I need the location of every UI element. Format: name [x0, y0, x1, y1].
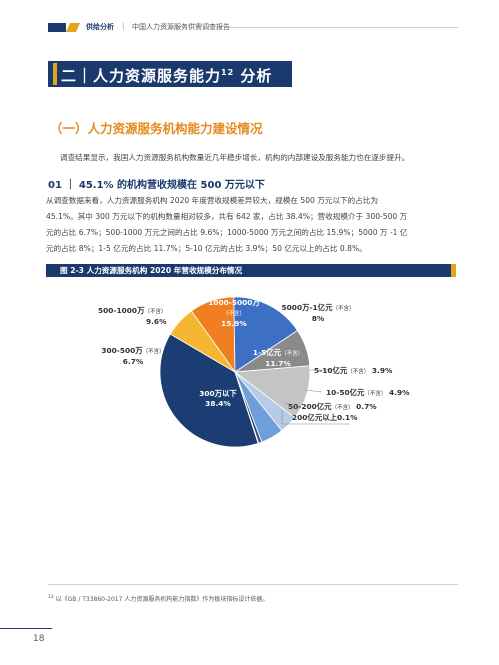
- label-300-500: 300-500万（不含） 6.7%: [100, 346, 166, 367]
- chapter-title-suffix: 分析: [234, 67, 273, 85]
- intro-paragraph: 调查结果显示，我国人力资源服务机构数量近几年稳步增长，机构的内部建设及服务能力也…: [60, 153, 410, 162]
- page-number: 18: [33, 634, 45, 644]
- header-separator: |: [122, 22, 125, 30]
- label-300: 300万以下 38.4%: [188, 389, 248, 409]
- label-5000-value: 8%: [311, 314, 325, 323]
- chapter-footnote-ref: 12: [221, 68, 235, 77]
- figure-caption-bar: 图 2-3 人力资源服务机构 2020 年营收规模分布情况: [46, 264, 456, 277]
- chapter-title: 二｜人力资源服务能力12 分析: [61, 65, 272, 86]
- label-200-name: 200亿元以上: [292, 413, 337, 422]
- label-5000-note: （不含）: [332, 306, 355, 312]
- footnote-ref: 12: [48, 595, 54, 600]
- figure-caption-tag: [451, 264, 456, 277]
- page-number-rule: [0, 628, 52, 629]
- pie-slice-3: [233, 296, 299, 373]
- chapter-banner: 二｜人力资源服务能力12 分析: [48, 61, 292, 87]
- pie-leader-lines: [281, 369, 350, 425]
- label-500-1000-name: 500-1000万: [98, 306, 145, 315]
- body-line: 从调查数据来看，人力资源服务机构 2020 年度营收规模差异较大，规模在 500…: [46, 196, 379, 205]
- footnote-rule: [48, 584, 458, 585]
- label-300-500-note: （不含）: [142, 349, 165, 355]
- label-1000-5000-note: （不含）: [222, 311, 245, 317]
- footnote: 12 以《GB / T33860-2017 人力资源服务机构能力指数》作为板块指…: [48, 594, 268, 603]
- running-header: 供给分析 | 中国人力资源服务供需调查报告: [48, 22, 458, 34]
- section-01-heading: 01 ｜ 45.1% 的机构营收规模在 500 万元以下: [48, 180, 265, 191]
- label-500-1000: 500-1000万（不含） 9.6%: [98, 306, 166, 327]
- label-50-200: 50-200亿元（不含） 0.7%: [288, 402, 377, 413]
- label-1000-5000-value: 15.9%: [221, 319, 247, 328]
- body-line: 元的占比 6.7%；500-1000 万元之间的占比 9.6%；1000-500…: [46, 228, 408, 237]
- body-line: 元的占比 8%；1-5 亿元的占比 11.7%；5-10 亿元的占比 3.9%；…: [46, 244, 367, 253]
- header-publication-title: 中国人力资源服务供需调查报告: [132, 23, 230, 31]
- section-01-body: 从调查数据来看，人力资源服务机构 2020 年度营收规模差异较大，规模在 500…: [46, 193, 461, 257]
- label-300-500-value: 6.7%: [122, 357, 144, 366]
- leader-line-50-200: [284, 402, 291, 405]
- chapter-title-main: 二｜人力资源服务能力: [61, 67, 222, 85]
- label-10-50-name: 10-50亿元: [326, 388, 365, 397]
- label-5000: 5000万-1亿元（不含） 8%: [280, 303, 356, 324]
- footnote-text: 以《GB / T33860-2017 人力资源服务机构能力指数》作为板块指标设计…: [53, 596, 269, 603]
- header-section-name: 供给分析: [86, 23, 114, 31]
- label-5-10-value: 3.9%: [371, 366, 393, 375]
- label-500-1000-note: （不含）: [144, 309, 167, 315]
- label-300-value: 38.4%: [205, 399, 231, 408]
- label-200-value: 0.1%: [337, 413, 358, 422]
- label-1000-5000: 1000-5000万 （不含） 15.9%: [198, 298, 270, 329]
- chapter-accent-bar: [53, 63, 57, 85]
- label-1-5-value: 11.7%: [265, 359, 291, 368]
- label-5-10-note: （不含）: [347, 369, 370, 375]
- label-200: 200亿元以上0.1%: [292, 413, 358, 423]
- label-50-200-name: 50-200亿元: [288, 402, 332, 411]
- figure-caption: 图 2-3 人力资源服务机构 2020 年营收规模分布情况: [60, 266, 243, 275]
- leader-line-10-50: [304, 389, 323, 393]
- label-10-50-value: 4.9%: [389, 388, 410, 397]
- header-block-mark: [48, 23, 66, 32]
- label-1-5-note: （不含）: [281, 351, 304, 357]
- label-10-50: 10-50亿元（不含） 4.9%: [326, 388, 410, 399]
- label-5-10: 5-10亿元（不含） 3.9%: [314, 366, 392, 377]
- label-50-200-value: 0.7%: [356, 402, 377, 411]
- label-1-5: 1-5亿元（不含） 11.7%: [246, 348, 310, 369]
- leader-line-200: [281, 410, 350, 425]
- label-500-1000-value: 9.6%: [145, 317, 167, 326]
- label-50-200-note: （不含）: [331, 405, 354, 411]
- label-5-10-name: 5-10亿元: [314, 366, 348, 375]
- label-300-name: 300万以下: [199, 389, 237, 398]
- header-rule: [230, 27, 458, 28]
- label-300-500-name: 300-500万: [101, 346, 143, 355]
- label-5000-name: 5000万-1亿元: [281, 303, 333, 312]
- label-1-5-name: 1-5亿元: [252, 348, 282, 357]
- body-line: 45.1%。其中 300 万元以下的机构数量相对较多，共有 642 家，占比 3…: [46, 212, 408, 221]
- pie-slice-0: [159, 333, 259, 448]
- label-1000-5000-name: 1000-5000万: [208, 298, 260, 307]
- pie-slice-9: [234, 371, 260, 444]
- label-10-50-note: （不含）: [364, 391, 387, 397]
- subsection-title: （一）人力资源服务机构能力建设情况: [50, 121, 263, 136]
- pie-slices: [159, 296, 311, 448]
